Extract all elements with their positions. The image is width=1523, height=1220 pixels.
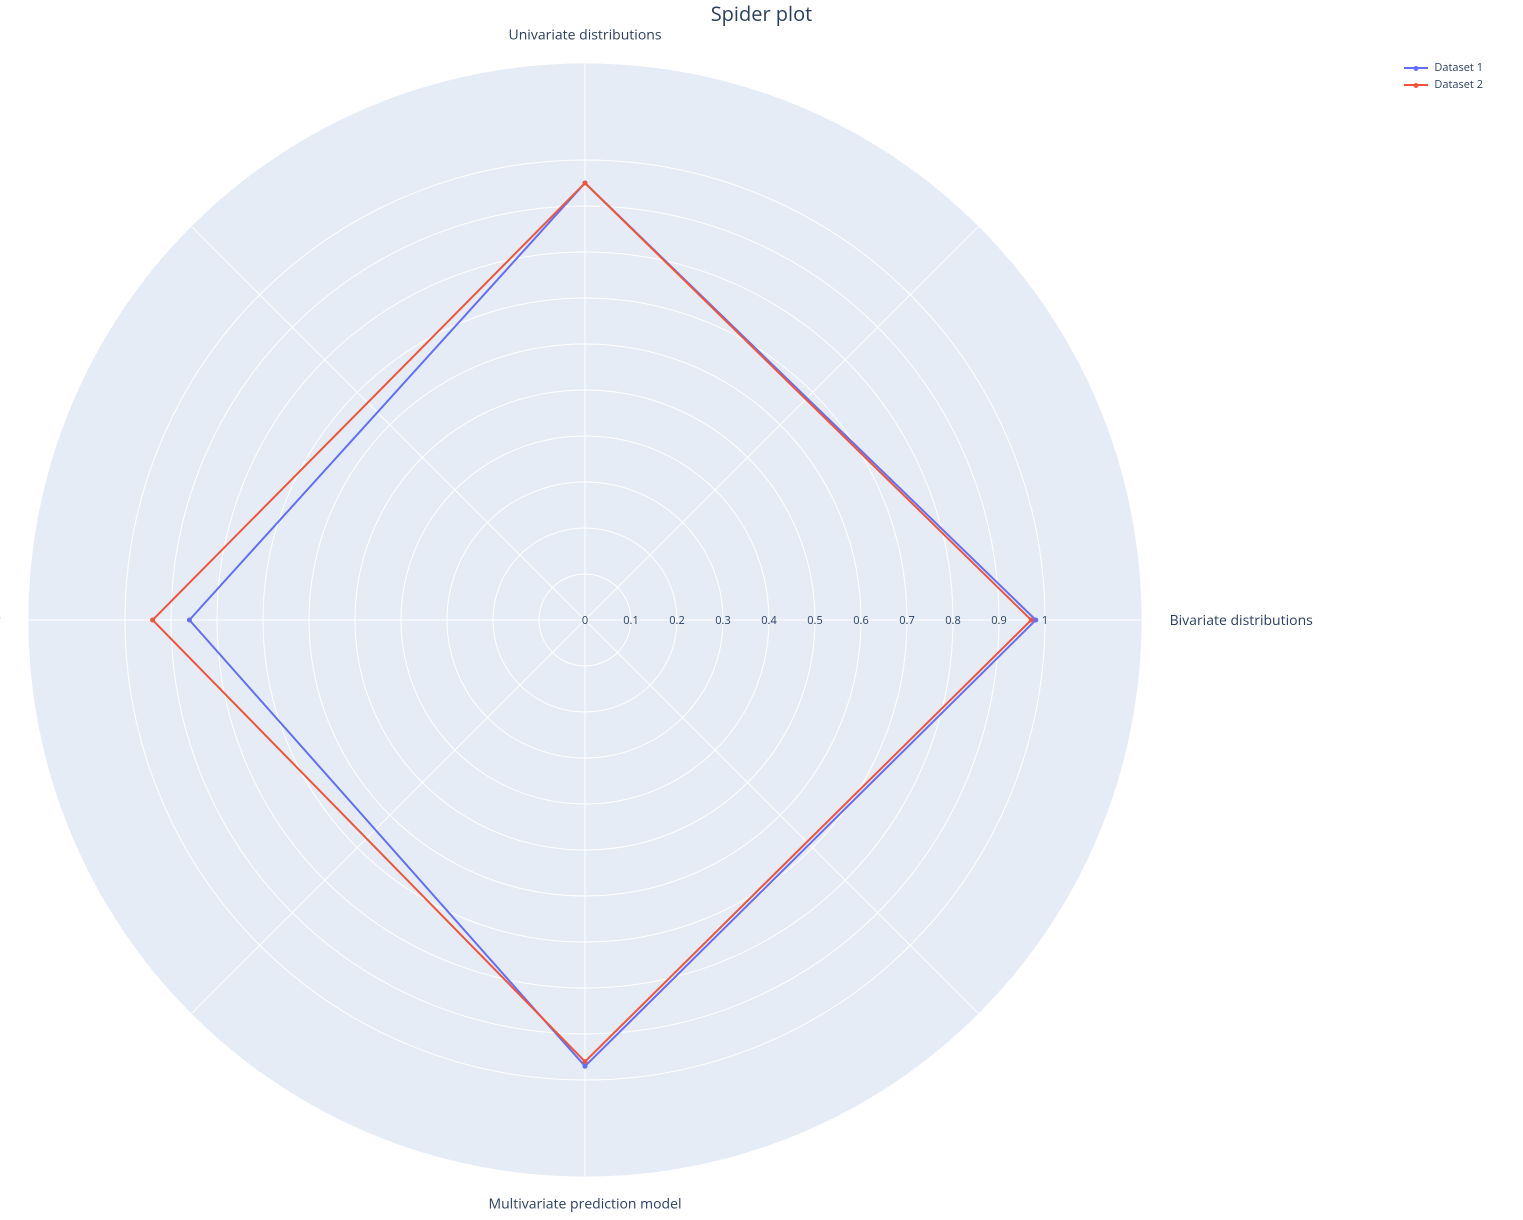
tick-label: 0.3 [715,613,730,628]
tick-label: 0.6 [853,613,868,628]
tick-label: 0.8 [945,613,960,628]
legend-swatch-icon [1404,67,1428,69]
tick-label: 0 [582,613,588,628]
series-marker[interactable] [1033,618,1038,623]
series-marker[interactable] [150,618,155,623]
legend-label: Dataset 2 [1434,77,1483,92]
tick-label: 0.4 [761,613,777,628]
tick-label: 0.5 [807,613,822,628]
series-marker[interactable] [583,1059,588,1064]
tick-label: 0.7 [899,613,914,628]
series-marker[interactable] [1029,618,1034,623]
tick-label: 0.2 [669,613,684,628]
series-marker[interactable] [583,1064,588,1069]
tick-label: 0.9 [991,613,1006,628]
spider-chart: Univariate distributions Bivariate distri… [0,0,1523,1220]
legend-swatch-icon [1404,84,1428,86]
legend-item[interactable]: Dataset 2 [1404,77,1483,92]
axis-label: Univariate distributions [509,25,662,44]
series-marker[interactable] [583,181,588,186]
legend: Dataset 1 Dataset 2 [1404,60,1483,94]
chart-title: Spider plot [0,0,1523,27]
legend-item[interactable]: Dataset 1 [1404,60,1483,75]
axis-label: Multivariate prediction model [489,1195,682,1214]
tick-label: 1 [1042,613,1048,628]
tick-label: 0.1 [623,613,638,628]
axis-label: Distinguishability [0,611,1,630]
series-marker[interactable] [187,618,192,623]
axis-label: Bivariate distributions [1170,611,1314,630]
legend-label: Dataset 1 [1434,60,1483,75]
